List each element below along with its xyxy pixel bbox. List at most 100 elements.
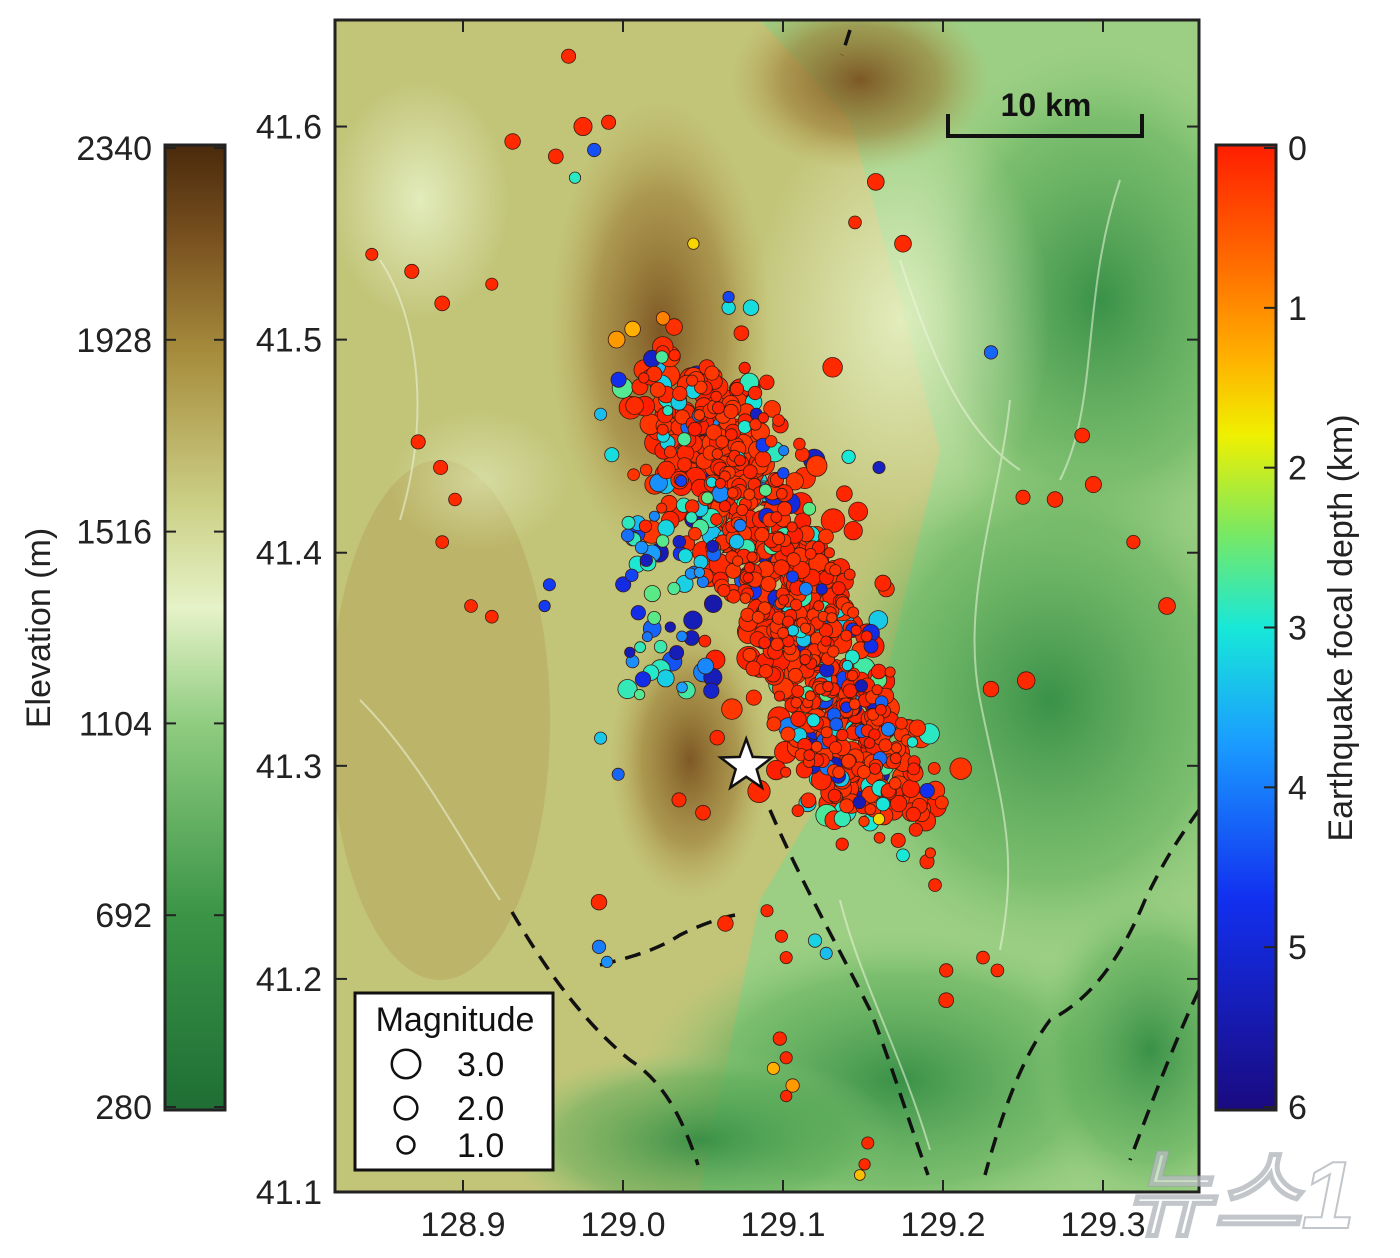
earthquake-event — [843, 568, 856, 581]
earthquake-event — [829, 741, 843, 755]
earthquake-event — [729, 381, 745, 397]
earthquake-event — [693, 409, 706, 421]
earthquake-event — [695, 804, 711, 821]
longitude-tick-label: 129.0 — [580, 1206, 665, 1244]
earthquake-event — [777, 627, 789, 639]
earthquake-event — [780, 726, 796, 742]
scale-bar: 10 km — [946, 87, 1144, 138]
earthquake-event — [656, 669, 675, 688]
earthquake-event — [687, 421, 703, 437]
earthquake-event — [895, 716, 908, 730]
legend-magnitude-label: 3.0 — [457, 1046, 504, 1084]
earthquake-event — [625, 396, 644, 415]
earthquake-event — [634, 540, 649, 555]
earthquake-event — [829, 717, 843, 731]
earthquake-event — [665, 318, 683, 336]
earthquake-event — [924, 847, 936, 859]
earthquake-event — [889, 752, 902, 765]
earthquake-event — [621, 515, 636, 530]
earthquake-event — [667, 582, 681, 596]
earthquake-event — [542, 578, 556, 592]
earthquake-event — [779, 951, 793, 965]
elevation-tick-label: 692 — [95, 897, 152, 935]
depth-tick-label: 5 — [1288, 929, 1307, 967]
earthquake-event — [771, 531, 786, 546]
earthquake-event — [743, 562, 756, 574]
earthquake-event — [600, 955, 614, 969]
elevation-colorbar-ticks: 2340 1928 1516 1104 692 280 — [76, 130, 225, 1127]
earthquake-event — [538, 599, 551, 613]
earthquake-event — [485, 277, 499, 291]
earthquake-event — [901, 779, 921, 798]
earthquake-event — [435, 535, 450, 549]
earthquake-event — [804, 547, 817, 560]
earthquake-event — [594, 731, 608, 745]
earthquake-event — [791, 804, 805, 817]
elevation-tick-label: 1928 — [76, 322, 152, 360]
earthquake-event — [711, 448, 723, 460]
earthquake-event — [840, 629, 853, 642]
earthquake-event — [733, 325, 750, 342]
earthquake-event — [693, 566, 706, 579]
earthquake-event — [410, 434, 426, 450]
earthquake-event — [802, 501, 817, 516]
magnitude-legend: Magnitude 3.0 2.01.0 — [353, 991, 555, 1172]
earthquake-event — [848, 698, 861, 710]
earthquake-event — [627, 468, 640, 482]
earthquake-event — [891, 742, 902, 754]
earthquake-event — [587, 142, 602, 158]
earthquake-event — [610, 371, 627, 388]
earthquake-event — [725, 428, 738, 441]
earthquake-event — [866, 173, 885, 191]
earthquake-event — [839, 798, 855, 814]
earthquake-event — [791, 684, 805, 698]
earthquake-event — [722, 290, 735, 304]
earthquake-event — [861, 1136, 875, 1150]
earthquake-event — [799, 622, 812, 634]
earthquake-event — [780, 1090, 793, 1103]
earthquake-event — [774, 929, 788, 943]
earthquake-event — [759, 374, 775, 391]
earthquake-event — [504, 133, 521, 150]
earthquake-event — [745, 660, 762, 677]
earthquake-event — [630, 605, 646, 621]
magnitude-legend-title: Magnitude — [376, 1001, 535, 1039]
earthquake-event — [863, 737, 876, 749]
elevation-tick-label: 1104 — [79, 705, 152, 743]
earthquake-event — [710, 513, 723, 526]
earthquake-event — [820, 635, 832, 647]
earthquake-event — [615, 576, 632, 593]
longitude-tick-label: 129.1 — [740, 1206, 825, 1244]
earthquake-event — [759, 483, 772, 497]
fault-line — [983, 899, 1147, 1176]
earthquake-event — [829, 564, 842, 577]
earthquake-event — [908, 719, 926, 737]
earthquake-event — [747, 385, 763, 401]
earthquake-event — [641, 631, 653, 643]
earthquake-event — [765, 435, 778, 448]
earthquake-event — [758, 601, 772, 615]
earthquake-event — [733, 518, 747, 532]
earthquake-event — [674, 409, 690, 425]
earthquake-event — [448, 492, 462, 507]
earthquake-event — [675, 474, 688, 487]
earthquake-event — [688, 526, 702, 541]
earthquake-event — [896, 848, 910, 863]
earthquake-event — [799, 654, 811, 666]
earthquake-event — [464, 599, 478, 613]
earthquake-event — [822, 357, 843, 378]
earthquake-event — [1016, 671, 1036, 690]
earthquake-event — [664, 445, 677, 459]
earthquake-event — [854, 679, 869, 693]
earthquake-event — [742, 647, 757, 662]
depth-colorbar-label: Earthquake focal depth (km) — [1322, 414, 1360, 841]
earthquake-event — [846, 669, 859, 682]
earthquake-event — [655, 311, 671, 326]
earthquake-event — [657, 460, 676, 480]
earthquake-event — [780, 766, 792, 778]
earthquake-event — [365, 247, 379, 261]
earthquake-event — [611, 767, 625, 781]
earthquake-event — [1084, 475, 1102, 493]
earthquake-event — [604, 447, 620, 463]
earthquake-event — [686, 374, 699, 387]
